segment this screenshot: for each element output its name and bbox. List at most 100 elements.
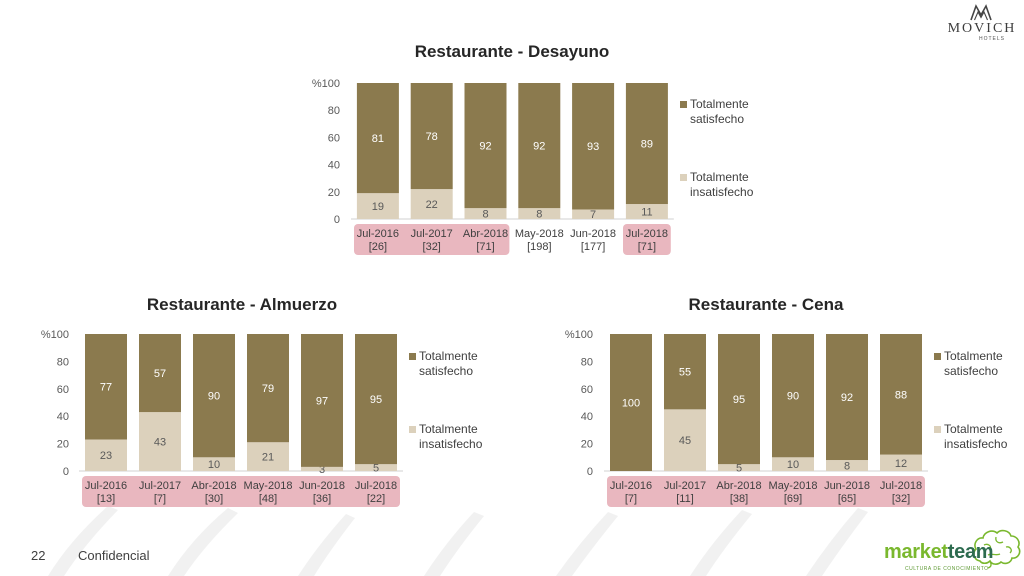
bar-stack: 100 [610,334,652,471]
data-label: 89 [641,139,653,151]
category-label: Jul-2016 [610,480,652,492]
bar-segment-unsatisfied [247,442,289,471]
category-count-label: [198] [527,241,551,253]
legend-desayuno: Totalmente satisfecho Totalmente insatis… [680,97,764,200]
bar-segment-satisfied [625,83,668,205]
chart-cena: 020406080%100100Jul-2016[7]4555Jul-2017[… [565,329,928,507]
data-label: 90 [787,391,799,403]
legend-item-unsatisfied: Totalmente insatisfecho [680,170,764,200]
data-label: 8 [536,209,542,221]
data-label: 19 [372,201,384,213]
legend-cena: Totalmente satisfecho Totalmente insatis… [934,349,1018,451]
bar-stack: 8 92 [464,83,507,221]
data-label: 93 [587,141,599,153]
chart-almuerzo: 0 20 40 60 80 %100 23 77 Jul-2016[13] 43 57 Jul-201… [41,329,403,507]
bar-stack: 3 97 [301,334,343,476]
category-count-label: [71] [476,241,494,253]
bar-segment-satisfied [247,334,289,443]
data-label: 43 [154,437,166,449]
bar-segment-unsatisfied [139,412,181,471]
data-label: 10 [208,459,220,471]
y-tick-label: %100 [565,329,593,341]
legend-item-unsatisfied: Totalmente insatisfecho [409,422,493,452]
brain-icon [973,529,1021,569]
category-count-label: [7] [154,493,166,505]
bar-segment-unsatisfied [301,466,343,471]
legend-label-unsatisfied: Totalmente insatisfecho [944,422,1008,451]
bar-segment-satisfied [139,334,181,413]
category-label: Jul-2016 [357,228,399,240]
category-label: Jul-2018 [355,480,397,492]
watermark-stroke [424,512,484,576]
category-label: Jun-2018 [299,480,345,492]
legend-label-unsatisfied: Totalmente insatisfecho [690,170,754,199]
chart-title-almuerzo: Restaurante - Almuerzo [146,295,338,314]
legend-swatch-unsatisfied [409,426,416,433]
data-label: 7 [590,209,596,221]
bar-stack: 21 79 [247,334,289,471]
category-count-label: [30] [205,493,223,505]
category-count-label: [22] [367,493,385,505]
category-label: Jun-2018 [570,228,616,240]
movich-logo-text: MOVICH [947,21,1017,36]
bar-segment-satisfied [85,334,127,440]
bar-segment-satisfied [718,334,760,465]
marketteam-word-market: market [884,541,948,563]
category-label: Jul-2018 [626,228,668,240]
watermark-stroke [690,510,752,576]
chart-title-cena: Restaurante - Cena [688,295,844,314]
category-label: Abr-2018 [463,228,508,240]
category-label: Jul-2016 [85,480,127,492]
category-count-label: [69] [784,493,802,505]
data-label: 55 [679,367,691,379]
watermark-stroke [556,512,618,576]
category-count-label: [48] [259,493,277,505]
marketteam-wordmark: marketteam [884,541,994,563]
data-label: 12 [895,458,907,470]
legend-swatch-satisfied [680,101,687,108]
data-label: 95 [733,394,745,406]
bar-segment-unsatisfied [355,464,397,471]
bar-segment-satisfied [772,334,814,458]
bar-segment-satisfied [301,334,343,467]
data-label: 57 [154,368,166,380]
bar-segment-unsatisfied [826,460,868,471]
chart-desayuno: 020406080%1001981Jul-2016[26]2278Jul-201… [312,78,674,255]
data-label: 8 [482,209,488,221]
category-count-label: [32] [423,241,441,253]
bar-segment-satisfied [410,83,453,190]
bar-segment-satisfied [610,334,652,471]
bar-segment-unsatisfied [410,189,453,219]
bar-stack: 22 78 [410,83,453,219]
data-label: 23 [100,450,112,462]
marketteam-word-team: team [947,541,994,563]
data-label: 97 [316,395,328,407]
marketteam-tagline: CULTURA DE CONOCIMIENTO [905,566,989,572]
bar-stack: 45 55 [664,334,706,471]
legend-swatch-unsatisfied [934,426,941,433]
data-label: 21 [262,452,274,464]
bar-segment-unsatisfied [518,208,561,219]
category-count-label: [26] [369,241,387,253]
legend-item-satisfied: Totalmente satisfecho [409,349,493,379]
category-label: Abr-2018 [191,480,236,492]
bar-segment-unsatisfied [664,409,706,471]
data-label: 5 [373,463,379,475]
chart-title-desayuno: Restaurante - Desayuno [414,42,610,61]
y-tick-label: %100 [41,329,69,341]
category-highlight-box [623,224,671,255]
data-label: 78 [426,131,438,143]
y-tick-label: 0 [334,214,340,226]
category-label: Jul-2017 [411,228,453,240]
category-label: Jul-2017 [139,480,181,492]
y-tick-label: 40 [581,411,593,423]
bar-stack: 43 57 [139,334,181,471]
y-tick-label: 80 [581,356,593,368]
y-tick-label: 20 [57,439,69,451]
bar-segment-satisfied [664,334,706,410]
legend-label-unsatisfied: Totalmente insatisfecho [419,422,483,451]
